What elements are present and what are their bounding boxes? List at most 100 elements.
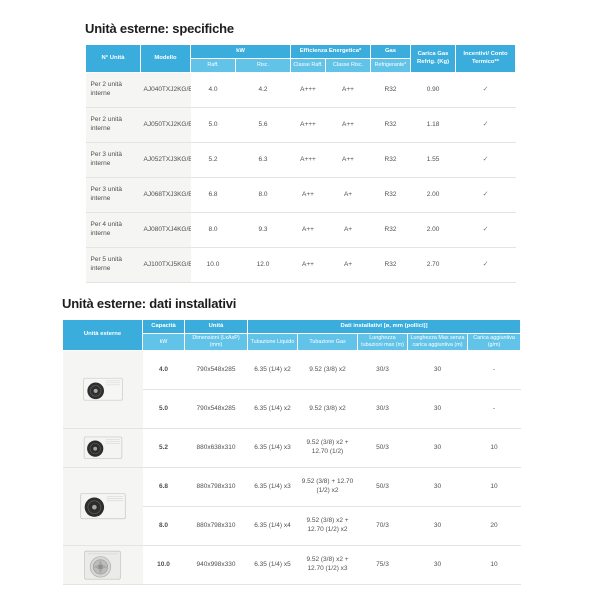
table-row: Per 2 unità interne AJ040TXJ2KG/EU 4.0 4…	[85, 72, 516, 108]
cell-max-length: 30	[407, 467, 468, 507]
cell-capacity: 4.0	[158, 365, 169, 373]
outdoor-unit-image	[62, 428, 143, 468]
table-row: 4.0 790x548x285 6.35 (1/4) x2 9.52 (3/8)…	[62, 350, 521, 429]
subheader-tubazione-gas: Tubazione Gas	[297, 332, 358, 352]
cell-gas-pipe: 9.52 (3/8) x2	[309, 365, 346, 373]
cell-dimensions: 940x998x330	[184, 545, 248, 585]
cell-pipe-length: 30/3	[376, 365, 389, 373]
cell-model: AJ100TXJ5KG/EU	[140, 247, 191, 283]
table-row: Per 5 unità interne AJ100TXJ5KG/EU 10.0 …	[85, 247, 516, 283]
cell-kw-risc: 6.3	[235, 142, 291, 178]
cell-kw-risc: 8.0	[235, 177, 291, 213]
cell-extra-charge: 10	[467, 428, 521, 468]
cell-carica: 2.70	[410, 247, 456, 283]
cell-liquid-pipe: 6.35 (1/4) x3	[247, 467, 298, 507]
cell-dimensions: 790x548x285	[184, 389, 248, 429]
subheader-classe-risc: Classe Risc.	[324, 58, 372, 73]
cell-classe-risc: A++	[325, 142, 371, 178]
cell-units: Per 3 unità interne	[85, 142, 141, 178]
cell-carica: 0.90	[426, 85, 440, 93]
cell-gas: R32	[370, 247, 411, 283]
cell-classe-raff: A+++	[300, 85, 316, 93]
cell-max-length: 30	[407, 389, 468, 429]
cell-dimensions: 790x548x285	[196, 365, 236, 373]
subheader-tubazione-liquido: Tubazione Liquido	[247, 332, 298, 352]
cell-liquid-pipe: 6.35 (1/4) x2	[247, 389, 298, 429]
cell-capacity: 5.2	[142, 428, 185, 468]
section-installation-data: Unità esterne: dati installativi Unità e…	[62, 296, 522, 586]
cell-units: Per 4 unità interne	[85, 212, 141, 248]
incentive-checkmark: ✓	[455, 107, 516, 143]
incentive-checkmark: ✓	[455, 142, 516, 178]
cell-gas-pipe: 9.52 (3/8) x2 + 12.70 (1/2)	[297, 428, 358, 468]
header-group-kw: kW	[190, 44, 291, 59]
cell-liquid-pipe: 6.35 (1/4) x2	[254, 365, 291, 373]
header-group-dati-installativi: Dati installativi [ø, mm (pollici)]	[246, 319, 522, 334]
cell-kw-raff: 10.0	[190, 247, 236, 283]
installation-data-table: Unità esterne Capacità Unità Dati instal…	[62, 318, 522, 586]
header-modello: Modello	[140, 44, 191, 73]
cell-kw-risc: 5.6	[235, 107, 291, 143]
cell-carica: 2.00	[410, 177, 456, 213]
cell-kw-risc: 4.2	[258, 85, 268, 93]
subheader-classe-raff: Classe Raff.	[290, 58, 326, 73]
specifications-table: N° Unità Modello kW Efficienza Energetic…	[85, 44, 517, 283]
cell-capacity: 8.0	[142, 506, 185, 546]
outdoor-unit-image	[62, 350, 143, 429]
header-group-efficienza: Efficienza Energetica*	[289, 44, 372, 59]
cell-model: AJ052TXJ3KG/EU	[140, 142, 191, 178]
cell-liquid-pipe: 6.35 (1/4) x3	[247, 428, 298, 468]
table-row: 6.8 880x798x310 6.35 (1/4) x3 9.52 (3/8)…	[62, 467, 521, 546]
table-row: 8.0 880x798x310 6.35 (1/4) x4 9.52 (3/8)…	[63, 506, 521, 546]
cell-units: Per 3 unità interne	[85, 177, 141, 213]
cell-units: Per 2 unità interne	[85, 72, 141, 108]
table-row: 5.2 880x638x310 6.35 (1/4) x3 9.52 (3/8)…	[62, 428, 521, 468]
incentive-checkmark: ✓	[455, 177, 516, 213]
cell-kw-risc: 12.0	[235, 247, 291, 283]
outdoor-unit-image	[62, 467, 143, 546]
cell-classe-risc: A+	[325, 247, 371, 283]
table-row: Per 2 unità interne AJ050TXJ2KG/EU 5.0 5…	[85, 107, 516, 143]
table-row: Per 3 unità interne AJ068TXJ3KG/EU 6.8 8…	[85, 177, 516, 213]
section-specifications: Unità esterne: specifiche N° Unità Model…	[85, 21, 517, 283]
cell-extra-charge: -	[492, 365, 496, 373]
header-group-gas: Gas	[370, 44, 412, 59]
cell-extra-charge: 20	[467, 506, 521, 546]
outdoor-unit-photo-icon	[83, 436, 122, 459]
cell-model: AJ080TXJ4KG/EU	[140, 212, 191, 248]
subheader-lunghezza-tubazioni: Lunghezza tubazioni max (m)	[357, 332, 408, 352]
cell-carica: 1.18	[410, 107, 456, 143]
cell-gas: R32	[370, 177, 411, 213]
cell-model: AJ068TXJ3KG/EU	[140, 177, 191, 213]
cell-capacity: 5.0	[142, 389, 185, 429]
cell-gas-pipe: 9.52 (3/8) + 12.70 (1/2) x2	[297, 467, 358, 507]
cell-kw-raff: 5.2	[190, 142, 236, 178]
header-incentivi: Incentivi/ Conto Termico**	[455, 44, 517, 73]
cell-extra-charge: 10	[467, 545, 521, 585]
cell-gas: R32	[384, 85, 397, 93]
outdoor-unit-photo-icon	[84, 550, 121, 580]
cell-max-length: 30	[433, 365, 442, 373]
cell-liquid-pipe: 6.35 (1/4) x4	[247, 506, 298, 546]
cell-kw-risc: 9.3	[235, 212, 291, 248]
cell-gas: R32	[370, 107, 411, 143]
cell-extra-charge: -	[467, 389, 521, 429]
cell-classe-raff: A++	[290, 177, 326, 213]
header-n-unita: N° Unità	[85, 44, 141, 73]
outdoor-unit-photo-icon	[82, 377, 123, 401]
cell-model: AJ040TXJ2KG/EU	[140, 72, 191, 108]
cell-pipe-length: 75/3	[357, 545, 408, 585]
cell-carica: 2.00	[410, 212, 456, 248]
cell-pipe-length: 30/3	[357, 389, 408, 429]
cell-classe-risc: A+	[325, 212, 371, 248]
cell-kw-raff: 8.0	[190, 212, 236, 248]
incentive-checkmark: ✓	[482, 86, 489, 94]
cell-classe-risc: A++	[325, 107, 371, 143]
cell-kw-raff: 6.8	[190, 177, 236, 213]
header-carica-gas: Carica Gas Refrig. (Kg)	[410, 44, 457, 73]
table-row: 5.0 790x548x285 6.35 (1/4) x2 9.52 (3/8)…	[63, 389, 521, 429]
table-row: Per 3 unità interne AJ052TXJ3KG/EU 5.2 6…	[85, 142, 516, 178]
cell-max-length: 30	[407, 428, 468, 468]
cell-max-length: 30	[407, 506, 468, 546]
